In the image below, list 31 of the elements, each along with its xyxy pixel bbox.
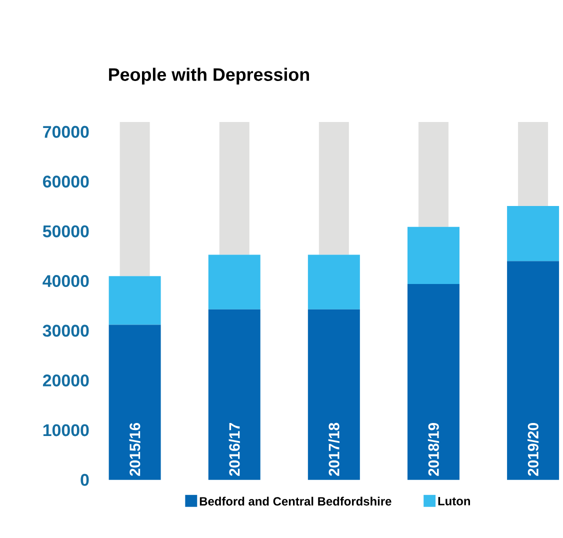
bar [208,309,260,480]
y-tick-label: 20000 [42,374,89,387]
bar [418,122,448,227]
y-tick-label: 10000 [43,424,89,436]
y-tick-label: 30000 [42,324,89,337]
bar [208,254,260,310]
bar [308,254,360,310]
chart-title: People with Depression [109,68,309,85]
legend-label: Bedford and Central Bedfordshire [200,496,392,506]
y-tick-label: 50000 [42,225,89,238]
bar [518,122,548,206]
bar [407,226,460,284]
y-tick-label: 0 [80,474,89,486]
bar [507,206,560,262]
x-tick-label: 2015/16 [129,422,140,476]
bar [308,309,360,480]
y-tick-label: 70000 [43,126,89,138]
bar [318,122,349,255]
x-tick-label: 2019/20 [527,423,539,476]
x-tick-label: 2017/18 [328,422,340,476]
y-tick-label: 40000 [42,275,89,288]
bar [407,284,460,480]
bar [120,122,150,276]
y-tick-label: 60000 [43,176,89,188]
x-tick-label: 2018/19 [428,423,440,476]
bar [108,276,161,325]
bar [219,122,250,255]
bar [507,261,560,480]
x-tick-label: 2016/17 [228,423,240,476]
legend-label: Luton [438,497,470,506]
bar [108,324,161,480]
